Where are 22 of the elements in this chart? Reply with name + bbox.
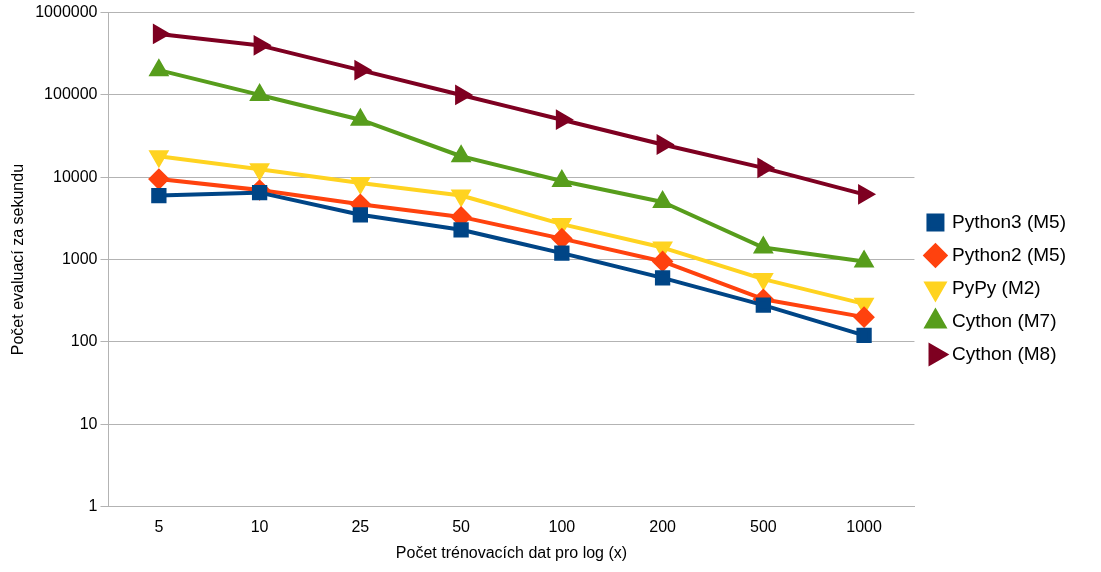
legend-label: Python3 (M5)	[951, 210, 1066, 232]
y-tick-label: 1	[88, 497, 98, 515]
legend-label: Cython (M8)	[951, 342, 1057, 364]
y-tick-label: 10	[79, 414, 98, 432]
y-tick-label: 1000	[61, 250, 98, 268]
x-tick-label: 200	[649, 517, 677, 535]
y-tick-label: 1000000	[35, 3, 98, 21]
x-tick-label: 100	[548, 517, 576, 535]
y-axis-title: Počet evaluací za sekundu	[9, 163, 27, 356]
x-tick-label: 10	[250, 517, 269, 535]
x-tick-label: 5	[154, 517, 164, 535]
y-tick-label: 10000	[52, 167, 98, 185]
x-tick-label: 1000	[846, 517, 882, 535]
legend-label: PyPy (M2)	[951, 276, 1041, 298]
x-tick-label: 50	[452, 517, 471, 535]
x-tick-label: 25	[351, 517, 370, 535]
y-tick-label: 100000	[44, 85, 98, 103]
legend-label: Cython (M7)	[951, 309, 1057, 331]
x-axis-title: Počet trénovacích dat pro log (x)	[395, 543, 628, 561]
legend-label: Python2 (M5)	[951, 243, 1066, 265]
x-tick-label: 500	[749, 517, 777, 535]
y-tick-label: 100	[70, 332, 98, 350]
